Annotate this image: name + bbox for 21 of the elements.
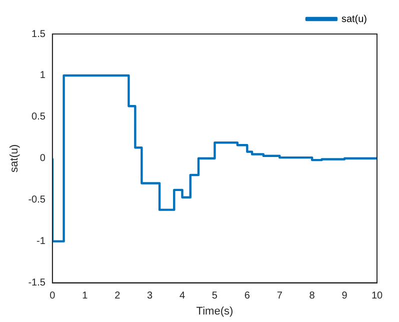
x-tick-label: 3 [147, 290, 154, 302]
x-tick-label: 7 [276, 290, 283, 302]
x-tick-label: 6 [244, 290, 250, 302]
x-tick-label: 10 [371, 290, 383, 302]
y-tick-label: -0.5 [28, 194, 46, 206]
y-tick-label: 0.5 [32, 112, 46, 123]
y-axis-title: sat(u) [8, 144, 21, 172]
x-tick-label: 9 [342, 290, 348, 302]
x-tick-label: 8 [309, 290, 316, 302]
x-tick-label: 5 [212, 290, 218, 302]
x-axis-title: Time(s) [196, 305, 234, 318]
x-tick-label: 2 [114, 290, 121, 302]
x-tick-label: 0 [50, 290, 56, 302]
y-tick-label: -1 [36, 236, 46, 248]
y-tick-label: -1.5 [28, 278, 46, 289]
y-tick-label: 0 [40, 153, 46, 164]
y-tick-label: 1 [40, 70, 46, 82]
y-tick-label: 1.5 [32, 28, 46, 40]
x-tick-label: 1 [82, 290, 88, 302]
x-tick-label: 4 [179, 290, 186, 302]
legend-label: sat(u) [341, 14, 367, 25]
